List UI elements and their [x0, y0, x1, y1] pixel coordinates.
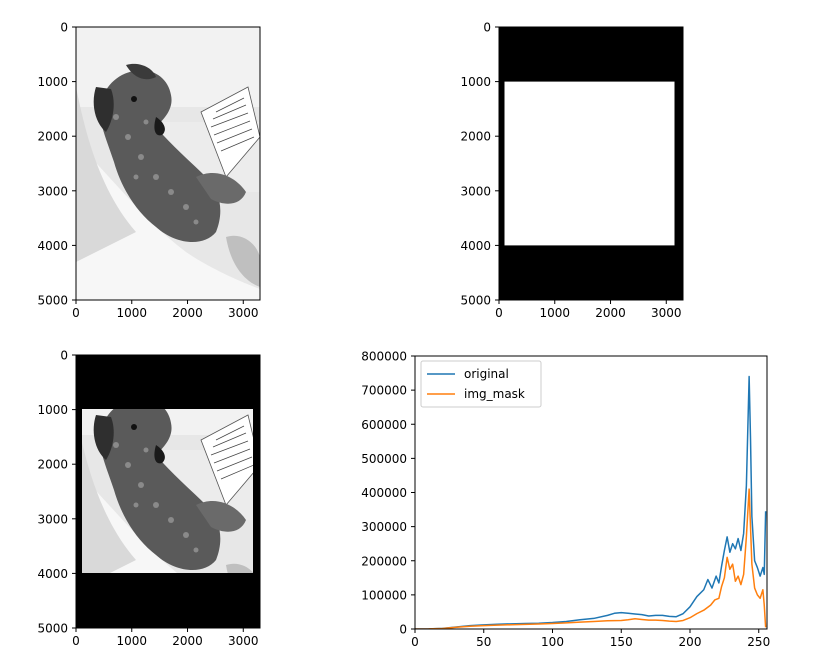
x-axis: 0 1000 2000 3000	[72, 628, 259, 648]
y-axis: 0 1000 2000 3000 4000 5000	[37, 21, 76, 308]
y-tick-label: 600000	[361, 418, 407, 432]
x-tick-label: 0	[495, 306, 503, 320]
y-tick-label: 4000	[37, 239, 68, 253]
legend: original img_mask	[420, 360, 542, 408]
x-tick-label: 50	[476, 635, 491, 649]
y-tick-label: 0	[60, 21, 68, 35]
y-axis: 0 100000 200000 300000 400000 500000 600…	[361, 350, 415, 637]
x-tick-label: 2000	[172, 306, 203, 320]
y-tick-label: 700000	[361, 384, 407, 398]
legend-label-original: original	[464, 367, 509, 381]
axes-frame	[498, 26, 684, 301]
subplot-original-image: 0 1000 2000 3000 0 1000 2000 3000 4000 5…	[37, 21, 261, 320]
x-tick-label: 0	[72, 634, 80, 648]
x-tick-label: 100	[541, 635, 564, 649]
x-tick-label: 3000	[651, 306, 682, 320]
y-tick-label: 400000	[361, 486, 407, 500]
y-tick-label: 300000	[361, 520, 407, 534]
x-tick-label: 250	[747, 635, 770, 649]
x-tick-label: 1000	[116, 306, 147, 320]
x-tick-label: 3000	[228, 634, 259, 648]
legend-label-img-mask: img_mask	[464, 387, 525, 401]
y-tick-label: 3000	[37, 184, 68, 198]
subplot-masked-image: 0 1000 2000 3000 0 1000 2000 3000 4000 5…	[37, 349, 261, 648]
subplot-histogram: 0 50 100 150 200 250 0 100000 200000 300…	[361, 350, 770, 650]
y-tick-label: 5000	[37, 294, 68, 308]
axes-frame	[75, 26, 261, 301]
subplot-mask-image: 0 1000 2000 3000 0 1000 2000 3000 4000 5…	[460, 21, 684, 320]
y-tick-label: 800000	[361, 350, 407, 364]
legend-box	[420, 360, 542, 408]
x-axis: 0 1000 2000 3000	[495, 300, 682, 320]
y-tick-label: 2000	[37, 458, 68, 472]
y-tick-label: 1000	[37, 403, 68, 417]
y-tick-label: 3000	[460, 184, 491, 198]
y-tick-label: 1000	[37, 75, 68, 89]
y-axis: 0 1000 2000 3000 4000 5000	[37, 349, 76, 636]
y-tick-label: 2000	[37, 130, 68, 144]
y-tick-label: 4000	[460, 239, 491, 253]
x-tick-label: 1000	[539, 306, 570, 320]
x-tick-label: 1000	[116, 634, 147, 648]
axes-frame	[75, 354, 261, 629]
y-axis: 0 1000 2000 3000 4000 5000	[460, 21, 499, 308]
x-tick-label: 3000	[228, 306, 259, 320]
y-tick-label: 2000	[460, 130, 491, 144]
series-line-img-mask	[415, 488, 767, 629]
y-tick-label: 3000	[37, 512, 68, 526]
y-tick-label: 5000	[37, 622, 68, 636]
series-line-original	[415, 375, 767, 629]
x-axis: 0 1000 2000 3000	[72, 300, 259, 320]
x-tick-label: 0	[72, 306, 80, 320]
y-tick-label: 500000	[361, 452, 407, 466]
y-tick-label: 200000	[361, 554, 407, 568]
y-tick-label: 100000	[361, 588, 407, 602]
y-tick-label: 0	[60, 349, 68, 363]
mask-white-rectangle	[504, 81, 675, 246]
y-tick-label: 0	[483, 21, 491, 35]
y-tick-label: 5000	[460, 294, 491, 308]
x-tick-label: 150	[610, 635, 633, 649]
x-tick-label: 0	[411, 635, 419, 649]
x-tick-label: 2000	[595, 306, 626, 320]
x-tick-label: 2000	[172, 634, 203, 648]
dog-photo-image	[76, 27, 260, 300]
x-axis: 0 50 100 150 200 250	[411, 629, 770, 649]
x-tick-label: 200	[679, 635, 702, 649]
y-tick-label: 0	[399, 623, 407, 637]
y-tick-label: 1000	[460, 75, 491, 89]
y-tick-label: 4000	[37, 567, 68, 581]
